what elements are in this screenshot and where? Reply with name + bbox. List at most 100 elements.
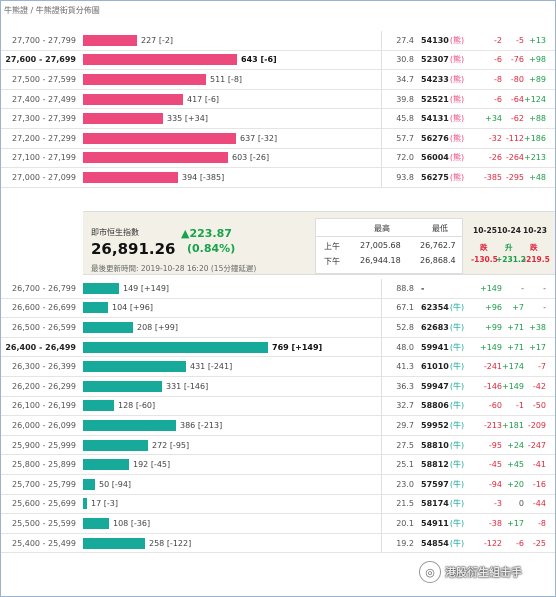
warrant-code[interactable]: 58174 (牛): [421, 495, 485, 514]
code-text[interactable]: -: [421, 283, 425, 293]
warrant-code[interactable]: 56004 (熊): [421, 149, 485, 168]
code-text[interactable]: 52307: [421, 55, 449, 65]
warrant-code[interactable]: 61010 (牛): [421, 357, 485, 376]
code-text[interactable]: 54130: [421, 35, 449, 45]
bear-row: 26,200 - 26,299 331 [-146] 36.3 59947 (牛) -14…: [1, 376, 555, 397]
bar-label: 128 [-60]: [118, 401, 156, 411]
code-text[interactable]: 52521: [421, 94, 449, 104]
type-tag: (牛): [449, 538, 465, 548]
change-day1: -6: [494, 94, 502, 104]
change-day2: -112: [505, 133, 524, 143]
warrant-code[interactable]: 54233 (熊): [421, 70, 485, 89]
bear-row: 26,500 - 26,599 208 [+99] 52.8 62683 (牛) +99 +…: [1, 318, 555, 338]
pct-value: 27.5: [396, 440, 414, 450]
bull-row: 27,100 - 27,199 603 [-26] 72.0 56004 (熊) -26-…: [1, 148, 555, 169]
pct-value: 23.0: [396, 479, 414, 489]
price-range: 25,400 - 25,499: [12, 538, 76, 548]
change-day2: -: [521, 283, 524, 293]
distribution-bar: [83, 478, 95, 490]
warrant-code[interactable]: 62683 (牛): [421, 318, 485, 337]
code-text[interactable]: 54854: [421, 538, 449, 548]
warrant-code[interactable]: 56276 (熊): [421, 129, 485, 148]
bar-label: 104 [+96]: [112, 303, 153, 313]
warrant-code[interactable]: 59947 (牛): [421, 377, 485, 396]
change-day3: -8: [538, 518, 546, 528]
bar-cell: 192 [-45]: [83, 455, 383, 474]
high-header: 最高: [374, 224, 390, 233]
divider: [381, 416, 382, 435]
code-text[interactable]: 56276: [421, 133, 449, 143]
change-day3: -247: [527, 440, 546, 450]
code-text[interactable]: 59941: [421, 342, 449, 352]
warrant-code[interactable]: 54911 (牛): [421, 514, 485, 533]
change-day1: -60: [488, 401, 502, 411]
trend-word-1: 跌: [480, 243, 488, 252]
low-header: 最低: [432, 224, 448, 233]
code-text[interactable]: 57597: [421, 479, 449, 489]
bar-label: 331 [-146]: [166, 381, 209, 391]
change-day1: -122: [483, 538, 502, 548]
change-day2: 0: [518, 499, 524, 509]
code-text[interactable]: 56004: [421, 153, 449, 163]
code-text[interactable]: 62683: [421, 322, 449, 332]
warrant-code[interactable]: 54130 (熊): [421, 31, 485, 50]
warrant-code[interactable]: 59941 (牛): [421, 338, 485, 357]
code-text[interactable]: 61010: [421, 362, 449, 372]
change-day3: -25: [532, 538, 546, 548]
change-day2: +17: [507, 518, 524, 528]
bar-cell: 128 [-60]: [83, 397, 383, 416]
code-text[interactable]: 62354: [421, 303, 449, 313]
code-text[interactable]: 58812: [421, 460, 449, 470]
pct-value: 32.7: [396, 401, 414, 411]
type-tag: (熊): [449, 133, 465, 143]
pct-value: 39.8: [396, 94, 414, 104]
divider: [381, 279, 382, 298]
code-text[interactable]: 54911: [421, 518, 449, 528]
bar-label: 258 [-122]: [149, 538, 192, 548]
warrant-code[interactable]: 58810 (牛): [421, 436, 485, 455]
change-day1: -32: [488, 133, 502, 143]
change-day1: -45: [488, 460, 502, 470]
warrant-code[interactable]: 52521 (熊): [421, 90, 485, 109]
change-day2: -80: [510, 74, 524, 84]
divider: [381, 376, 382, 396]
warrant-code[interactable]: 62354 (牛): [421, 299, 485, 318]
distribution-bar: [83, 54, 237, 66]
warrant-code[interactable]: 54854 (牛): [421, 534, 485, 553]
warrant-code[interactable]: 52307 (熊): [421, 51, 485, 70]
code-text[interactable]: 58174: [421, 499, 449, 509]
code-text[interactable]: 54131: [421, 114, 449, 124]
trend-word-2: 升: [505, 243, 513, 252]
code-text[interactable]: 59947: [421, 381, 449, 391]
price-range: 27,300 - 27,399: [12, 114, 76, 124]
change-day1: -3: [494, 499, 502, 509]
change-day2: -295: [505, 172, 524, 182]
change-day2: -64: [510, 94, 524, 104]
distribution-bar: [83, 171, 178, 183]
code-text[interactable]: 58810: [421, 440, 449, 450]
divider: [381, 128, 382, 148]
warrant-code[interactable]: 59952 (牛): [421, 416, 485, 435]
change-day2: +71: [507, 342, 524, 352]
warrant-code[interactable]: 58806 (牛): [421, 397, 485, 416]
warrant-code[interactable]: 56275 (熊): [421, 168, 485, 187]
bar-cell: 108 [-36]: [83, 514, 383, 533]
code-text[interactable]: 54233: [421, 74, 449, 84]
bar-cell: 386 [-213]: [83, 416, 383, 435]
warrant-code[interactable]: 54131 (熊): [421, 109, 485, 128]
change-day1: +99: [485, 322, 502, 332]
distribution-bar: [83, 132, 236, 144]
warrant-code[interactable]: -: [421, 279, 485, 298]
warrant-code[interactable]: 57597 (牛): [421, 475, 485, 494]
code-text[interactable]: 56275: [421, 172, 449, 182]
bear-row: 26,100 - 26,199 128 [-60] 32.7 58806 (牛) -60-…: [1, 396, 555, 417]
pct-value: 57.7: [396, 133, 414, 143]
type-tag: (牛): [449, 479, 465, 489]
code-text[interactable]: 59952: [421, 420, 449, 430]
warrant-code[interactable]: 58812 (牛): [421, 455, 485, 474]
change-day1: -94: [488, 479, 502, 489]
bar-label: 50 [-94]: [99, 479, 132, 489]
bar-label: 149 [+149]: [123, 283, 170, 293]
price-range: 25,900 - 25,999: [12, 440, 76, 450]
code-text[interactable]: 58806: [421, 401, 449, 411]
